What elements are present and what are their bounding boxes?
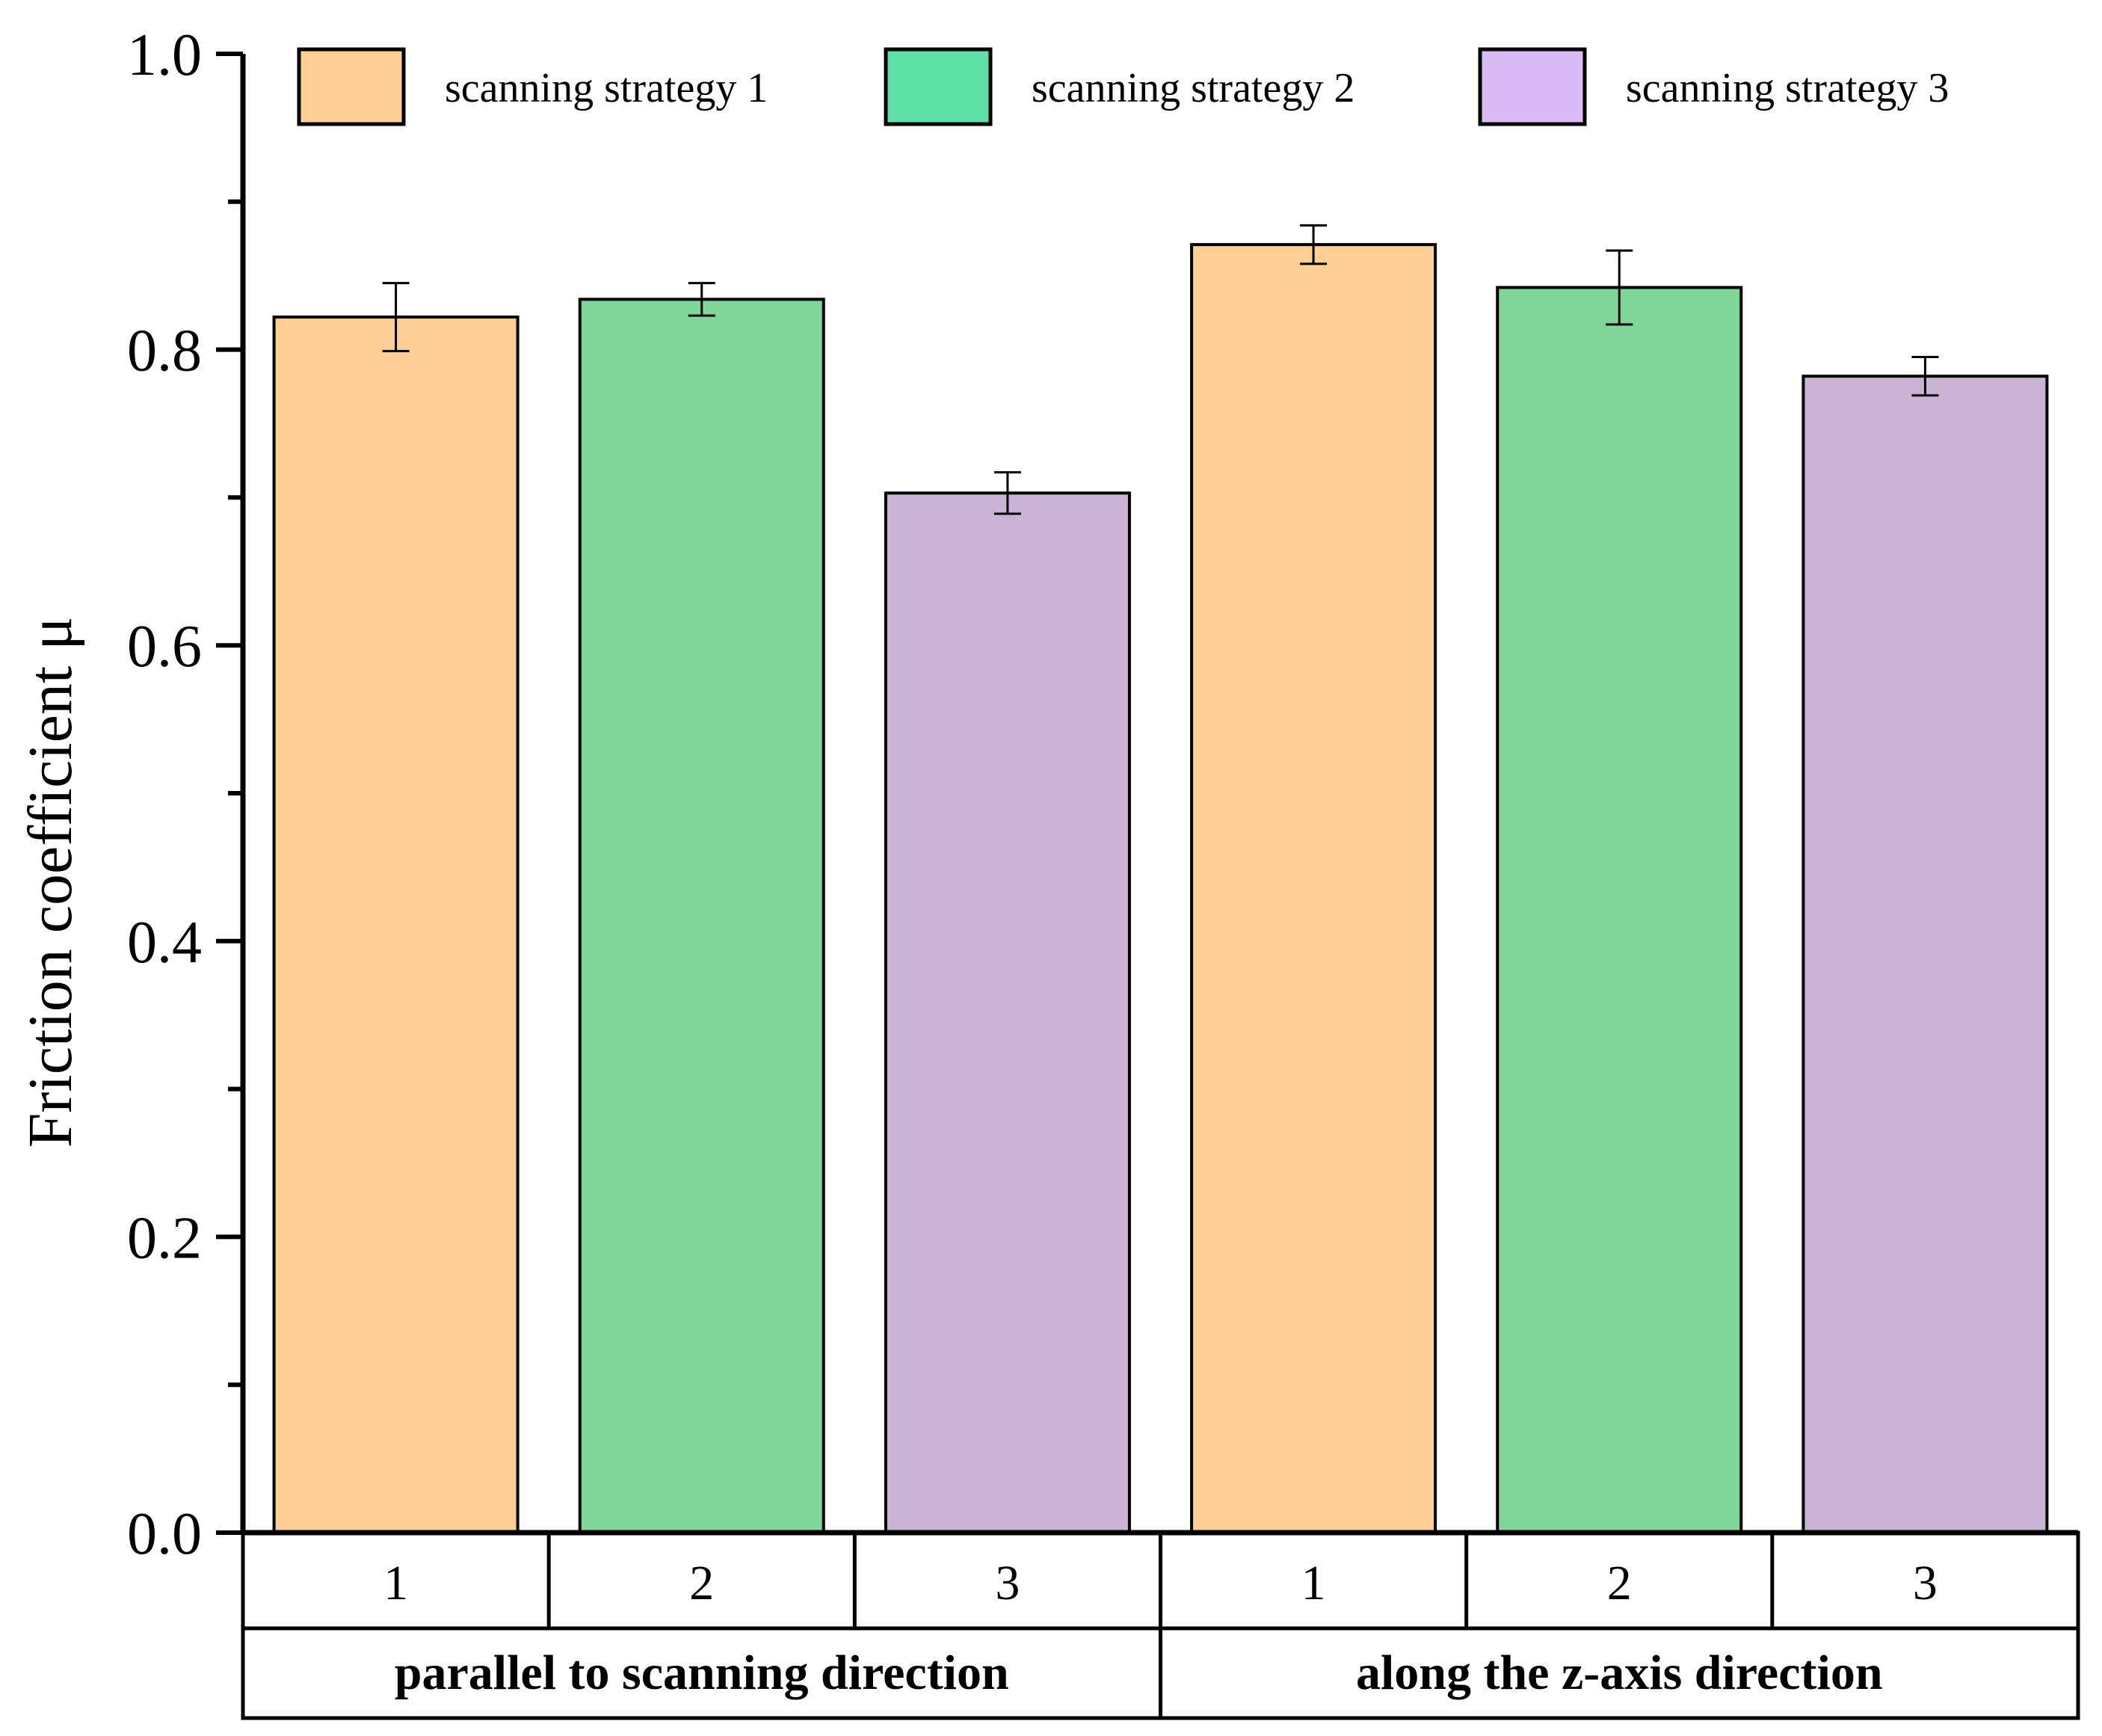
legend-swatch <box>1478 47 1587 126</box>
bar <box>272 316 520 1535</box>
y-axis-title: Friction coefficient μ <box>16 617 85 1148</box>
category-label: 3 <box>1913 1556 1938 1610</box>
bar <box>1496 286 1743 1534</box>
group-label: parallel to scanning direction <box>395 1646 1009 1700</box>
category-label: 2 <box>1607 1556 1632 1610</box>
bar <box>1190 243 1437 1534</box>
legend-label: scanning strategy 3 <box>1626 65 1949 111</box>
bar <box>1802 375 2049 1535</box>
category-label: 1 <box>1301 1556 1326 1610</box>
y-tick-label: 0.0 <box>127 1501 202 1567</box>
y-tick-label: 0.8 <box>127 318 202 384</box>
legend-label: scanning strategy 1 <box>445 65 768 111</box>
y-tick-label: 0.4 <box>127 910 202 976</box>
plot-area: 0.0 0.2 0.4 0.6 0.8 1.0 <box>127 22 2049 1567</box>
category-label: 1 <box>383 1556 408 1610</box>
y-tick-label: 0.2 <box>127 1205 202 1271</box>
bar <box>578 298 825 1534</box>
legend-swatch <box>297 47 406 126</box>
y-tick-label: 0.6 <box>127 614 202 680</box>
y-tick-label: 1.0 <box>127 22 202 88</box>
category-label: 2 <box>689 1556 714 1610</box>
legend: scanning strategy 1 scanning strategy 2 sc… <box>297 47 1949 126</box>
x-axis-table: 1 2 3 1 2 3 parallel to scanning direction alon… <box>241 1530 2080 1720</box>
category-label: 3 <box>995 1556 1020 1610</box>
legend-swatch <box>884 47 993 126</box>
legend-label: scanning strategy 2 <box>1032 65 1354 111</box>
group-label: along the z-axis direction <box>1356 1646 1883 1700</box>
bar <box>884 491 1131 1535</box>
